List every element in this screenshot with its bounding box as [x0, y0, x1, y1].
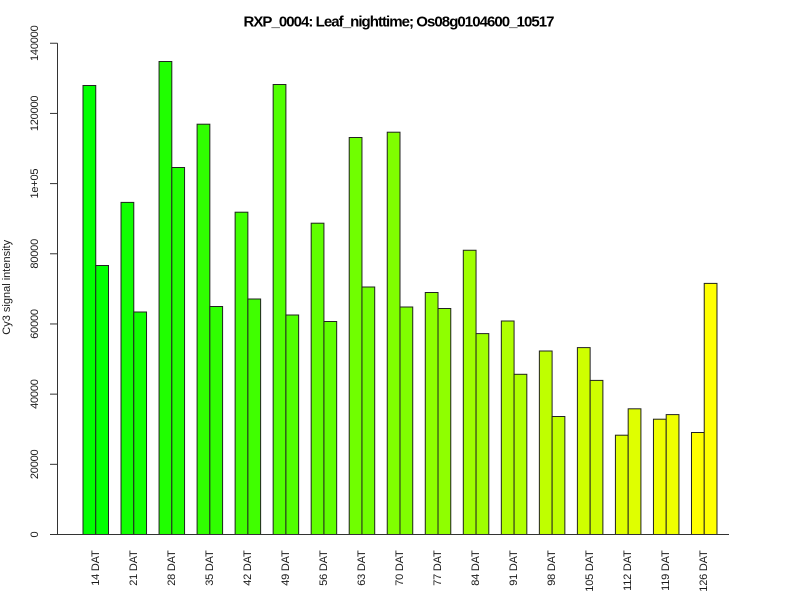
svg-text:35 DAT: 35 DAT [204, 550, 216, 586]
svg-text:112 DAT: 112 DAT [622, 550, 634, 591]
svg-text:63 DAT: 63 DAT [356, 550, 368, 586]
svg-text:77 DAT: 77 DAT [432, 550, 444, 586]
svg-text:56 DAT: 56 DAT [318, 550, 330, 586]
svg-text:80000: 80000 [29, 239, 41, 269]
svg-text:98 DAT: 98 DAT [546, 550, 558, 586]
svg-text:60000: 60000 [29, 309, 41, 339]
svg-text:40000: 40000 [29, 379, 41, 409]
svg-text:RXP_0004: Leaf_nighttime; Os08: RXP_0004: Leaf_nighttime; Os08g0104600_1… [243, 14, 554, 31]
svg-text:20000: 20000 [29, 449, 41, 479]
svg-text:1e+05: 1e+05 [29, 169, 41, 199]
svg-text:105 DAT: 105 DAT [584, 550, 596, 592]
svg-text:14 DAT: 14 DAT [90, 550, 102, 586]
svg-text:Cy3 signal intensity: Cy3 signal intensity [1, 239, 13, 334]
svg-text:120000: 120000 [29, 96, 41, 132]
svg-text:84 DAT: 84 DAT [470, 550, 482, 586]
svg-text:28 DAT: 28 DAT [166, 550, 178, 586]
svg-text:126 DAT: 126 DAT [698, 550, 710, 592]
svg-text:140000: 140000 [29, 25, 41, 61]
svg-text:119 DAT: 119 DAT [660, 550, 672, 591]
svg-text:49 DAT: 49 DAT [280, 550, 292, 586]
svg-text:0: 0 [29, 531, 41, 537]
svg-text:21 DAT: 21 DAT [128, 550, 140, 586]
svg-text:70 DAT: 70 DAT [394, 550, 406, 586]
svg-text:42 DAT: 42 DAT [242, 550, 254, 586]
svg-text:91 DAT: 91 DAT [508, 550, 520, 586]
